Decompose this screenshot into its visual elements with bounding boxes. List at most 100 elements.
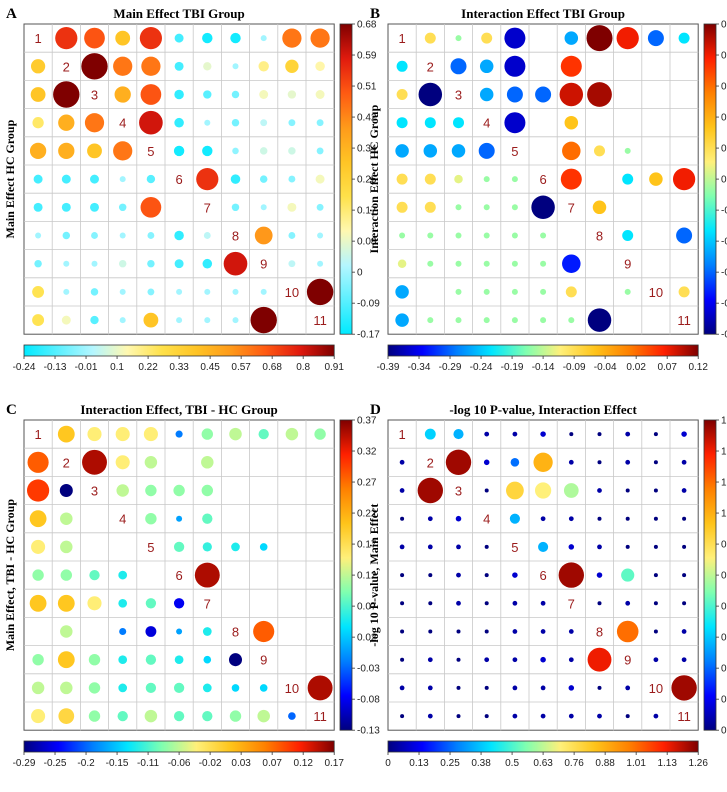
bottom-colorbar-tick-label: -0.24 bbox=[13, 362, 36, 373]
data-circle bbox=[88, 653, 101, 666]
bottom-colorbar-tick-label: 0.76 bbox=[564, 758, 584, 769]
data-circle bbox=[531, 195, 555, 220]
data-circle bbox=[397, 259, 407, 268]
data-circle bbox=[90, 288, 99, 296]
data-circle bbox=[562, 254, 581, 273]
data-circle bbox=[145, 598, 157, 609]
data-circle bbox=[399, 488, 405, 493]
data-circle bbox=[483, 317, 490, 324]
right-colorbar-tick-label: -0.13 bbox=[357, 726, 380, 737]
data-circle bbox=[317, 260, 324, 267]
right-colorbar-tick-label: -0.04 bbox=[721, 268, 727, 279]
data-circle bbox=[260, 35, 267, 42]
data-circle bbox=[587, 308, 612, 332]
data-circle bbox=[428, 629, 433, 634]
right-colorbar bbox=[703, 419, 717, 731]
data-circle bbox=[597, 713, 602, 719]
data-circle bbox=[596, 572, 603, 578]
data-circle bbox=[483, 260, 490, 267]
panel-b: B Interaction Effect TBI Group Interaction… bbox=[364, 0, 727, 396]
data-circle bbox=[88, 710, 101, 722]
data-circle bbox=[58, 114, 75, 131]
data-circle bbox=[145, 682, 157, 694]
data-circle bbox=[32, 653, 44, 666]
data-circle bbox=[316, 119, 324, 127]
right-colorbar-tick-label: 0.08 bbox=[357, 237, 377, 248]
data-circle bbox=[682, 573, 687, 578]
bottom-colorbar-tick-label: -0.29 bbox=[439, 362, 462, 373]
data-circle bbox=[173, 484, 185, 497]
right-colorbar-tick-label: -0.09 bbox=[357, 299, 380, 310]
right-colorbar-tick-label: 0.14 bbox=[721, 695, 727, 706]
data-circle bbox=[484, 488, 489, 493]
data-circle bbox=[314, 428, 326, 440]
data-circle bbox=[456, 657, 461, 662]
right-colorbar-tick-label: 0.08 bbox=[721, 20, 727, 31]
diagonal-label: 5 bbox=[511, 540, 518, 555]
right-colorbar-tick-label: 0.04 bbox=[721, 113, 727, 124]
data-circle bbox=[625, 544, 630, 549]
data-circle bbox=[678, 32, 690, 44]
data-circle bbox=[453, 117, 464, 129]
data-circle bbox=[625, 685, 631, 691]
data-circle bbox=[512, 629, 518, 634]
data-circle bbox=[63, 260, 70, 267]
data-circle bbox=[232, 317, 239, 324]
data-circle bbox=[450, 58, 467, 75]
data-circle bbox=[540, 629, 546, 634]
diagonal-label: 7 bbox=[568, 200, 575, 215]
data-circle bbox=[115, 427, 130, 442]
data-circle bbox=[90, 174, 99, 184]
data-circle bbox=[625, 431, 631, 437]
right-colorbar-tick-label: 0.32 bbox=[357, 447, 377, 458]
diagonal-label: 1 bbox=[34, 31, 41, 46]
data-circle bbox=[597, 488, 602, 493]
data-circle bbox=[592, 200, 607, 215]
data-circle bbox=[259, 147, 268, 155]
right-colorbar-tick-label: 0.07 bbox=[357, 602, 377, 613]
bottom-colorbar-tick-label: 0.38 bbox=[471, 758, 491, 769]
right-colorbar-tick-label: 0.07 bbox=[721, 51, 727, 62]
bottom-colorbar-tick-label: -0.25 bbox=[44, 758, 67, 769]
data-circle bbox=[34, 259, 42, 268]
diagonal-label: 3 bbox=[455, 88, 462, 103]
data-circle bbox=[533, 452, 553, 472]
bottom-colorbar-tick-label: 1.26 bbox=[688, 758, 708, 769]
data-circle bbox=[147, 232, 155, 239]
bottom-colorbar-tick-label: -0.06 bbox=[168, 758, 191, 769]
data-circle bbox=[454, 174, 463, 184]
data-circle bbox=[587, 82, 612, 107]
data-circle bbox=[174, 655, 184, 665]
data-circle bbox=[597, 460, 602, 465]
data-circle bbox=[569, 432, 574, 437]
diagonal-label: 11 bbox=[313, 313, 327, 328]
panel-c: C Interaction Effect, TBI - HC Group Main … bbox=[0, 396, 380, 792]
data-circle bbox=[32, 569, 44, 581]
data-circle bbox=[55, 27, 78, 50]
data-circle bbox=[259, 684, 268, 692]
data-circle bbox=[57, 425, 75, 443]
data-circle bbox=[568, 713, 574, 719]
diagonal-label: 4 bbox=[483, 116, 490, 131]
data-circle bbox=[653, 629, 658, 634]
data-circle bbox=[176, 288, 183, 295]
data-circle bbox=[173, 710, 185, 722]
diagonal-label: 8 bbox=[232, 229, 239, 244]
data-circle bbox=[90, 202, 99, 212]
data-circle bbox=[117, 710, 128, 722]
bottom-colorbar-tick-label: -0.39 bbox=[377, 362, 400, 373]
data-circle bbox=[231, 118, 240, 127]
data-circle bbox=[315, 90, 325, 99]
data-circle bbox=[562, 141, 581, 161]
data-circle bbox=[140, 196, 162, 218]
diagonal-label: 9 bbox=[624, 257, 631, 272]
data-circle bbox=[478, 142, 495, 159]
diagonal-label: 4 bbox=[483, 512, 490, 527]
data-circle bbox=[57, 594, 75, 612]
data-circle bbox=[535, 86, 552, 103]
data-circle bbox=[399, 544, 405, 550]
bottom-colorbar-tick-label: -0.34 bbox=[408, 362, 431, 373]
data-circle bbox=[116, 484, 129, 497]
bottom-colorbar-tick-label: -0.29 bbox=[13, 758, 36, 769]
data-circle bbox=[113, 141, 133, 161]
